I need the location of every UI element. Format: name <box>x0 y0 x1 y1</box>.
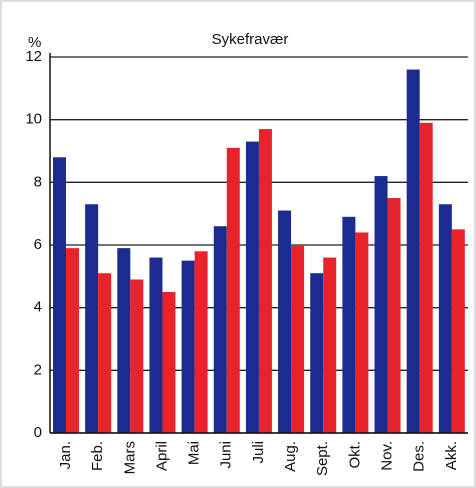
y-tick-label: 2 <box>34 361 42 378</box>
bar <box>245 141 259 433</box>
bar <box>278 210 292 433</box>
y-tick-label: 12 <box>25 48 42 65</box>
bar <box>451 229 465 433</box>
bar <box>406 69 420 434</box>
y-tick-label: 0 <box>34 424 42 441</box>
x-tick-label: Akk. <box>443 441 460 470</box>
bar <box>213 226 227 433</box>
bar <box>66 248 79 433</box>
bar <box>130 279 144 433</box>
bar <box>258 129 272 434</box>
bar <box>85 204 99 433</box>
bar <box>194 251 208 433</box>
bar <box>323 257 337 433</box>
x-tick-label: April <box>153 441 170 471</box>
bar <box>374 176 388 434</box>
bar <box>162 292 176 433</box>
y-tick-label: 4 <box>34 299 42 316</box>
bar <box>98 273 112 433</box>
x-tick-label: Sept. <box>314 441 331 476</box>
x-tick-label: Juni <box>218 441 235 469</box>
x-tick-label: Jan. <box>57 441 74 469</box>
chart-title: Sykefravær <box>212 31 289 48</box>
bar <box>291 245 305 433</box>
y-tick-label: 6 <box>34 236 42 253</box>
bar <box>226 147 240 433</box>
bar <box>438 204 452 433</box>
x-tick-label: Nov. <box>379 441 396 471</box>
x-tick-label: Feb. <box>89 441 106 471</box>
x-tick-label: Okt. <box>346 441 363 469</box>
x-tick-label: Mai <box>186 441 203 465</box>
bar <box>419 122 433 434</box>
bar <box>355 232 369 433</box>
y-tick-label: 10 <box>25 111 42 128</box>
y-tick-label: 8 <box>34 173 42 190</box>
bar <box>149 257 163 433</box>
bar <box>310 273 324 433</box>
bar <box>342 216 356 433</box>
x-tick-label: Aug. <box>282 441 299 472</box>
bar <box>387 198 401 433</box>
x-tick-label: Juli <box>250 441 267 464</box>
y-axis-label: % <box>28 34 41 51</box>
x-tick-label: Mars <box>121 441 138 474</box>
x-tick-label: Des. <box>411 441 428 472</box>
bar <box>53 157 66 433</box>
bar <box>181 260 195 433</box>
bar <box>117 248 131 433</box>
